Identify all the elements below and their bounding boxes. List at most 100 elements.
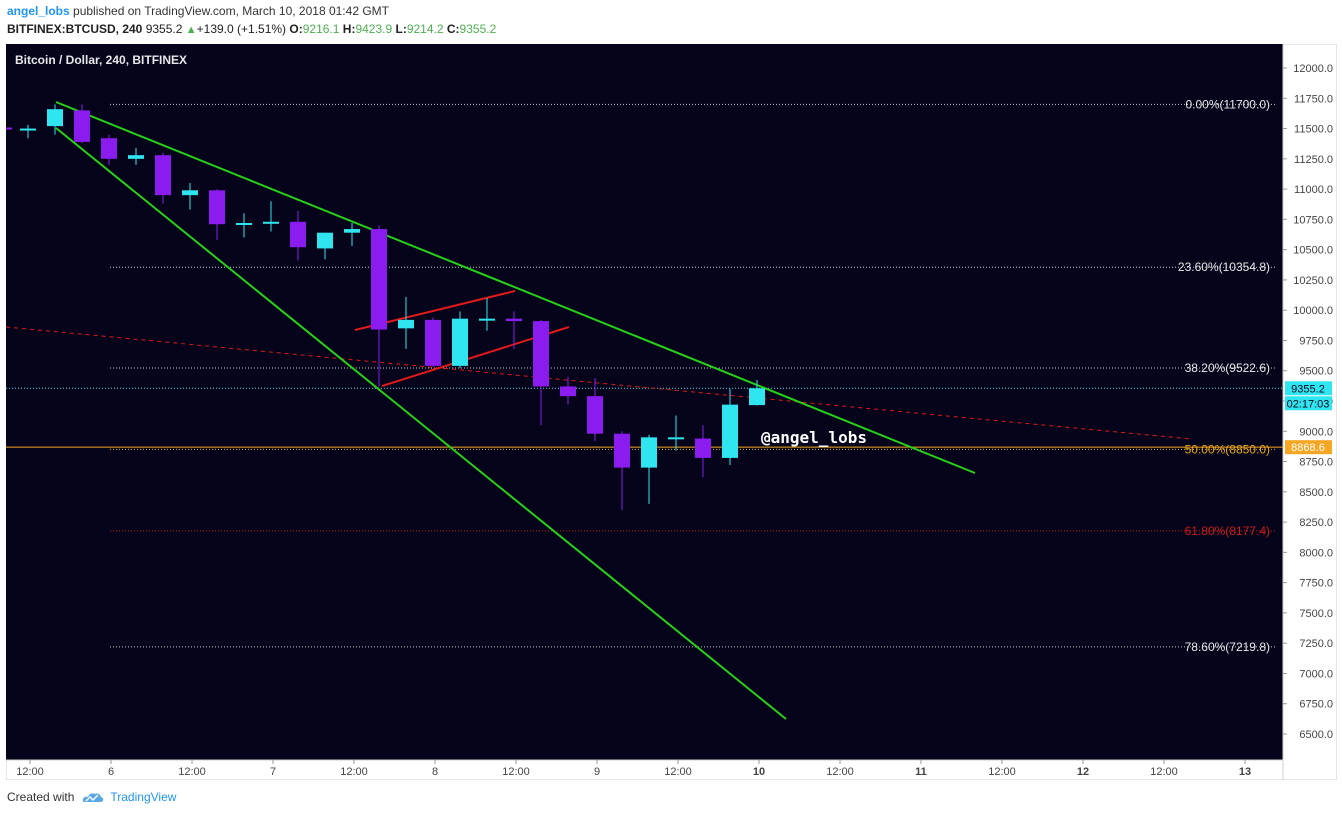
candle-body bbox=[74, 110, 90, 142]
last-price: 9355.2 bbox=[145, 22, 183, 36]
y-tick-label: 6500.0 bbox=[1299, 729, 1333, 741]
candle-body bbox=[533, 321, 549, 387]
low-value: 9214.2 bbox=[406, 22, 444, 36]
candle-body bbox=[263, 221, 279, 224]
open-label: O: bbox=[289, 22, 303, 36]
y-tick-label: 7500.0 bbox=[1299, 608, 1333, 620]
watermark-annotation: @angel_lobs bbox=[761, 428, 867, 447]
plot-area[interactable] bbox=[6, 44, 1283, 760]
axis-labels: 12000.011750.011500.011250.011000.010750… bbox=[16, 63, 1333, 778]
candle-body bbox=[155, 155, 171, 196]
low-label: L: bbox=[395, 22, 407, 36]
x-tick-label: 12:00 bbox=[340, 766, 368, 778]
candle-body bbox=[506, 318, 522, 322]
candle-body bbox=[425, 319, 441, 366]
created-with-label: Created with bbox=[7, 790, 75, 804]
x-tick-label: 11 bbox=[915, 766, 927, 778]
candle-body bbox=[695, 438, 711, 458]
y-tick-label: 7250.0 bbox=[1299, 638, 1333, 650]
x-tick-label: 12:00 bbox=[664, 766, 692, 778]
y-tick-label: 9000.0 bbox=[1299, 426, 1333, 438]
countdown-tag bbox=[1285, 396, 1332, 411]
open-value: 9216.1 bbox=[302, 22, 340, 36]
candle-body bbox=[101, 138, 117, 159]
wedge-lower-line bbox=[55, 127, 787, 720]
y-tick-label: 11500.0 bbox=[1294, 124, 1333, 136]
up-arrow-icon: ▲ bbox=[185, 24, 197, 36]
candle-body bbox=[236, 222, 252, 225]
footer: Created with TradingView bbox=[7, 790, 176, 804]
candle-body bbox=[587, 396, 603, 434]
current-price-tag-label: 9355.2 bbox=[1291, 383, 1325, 395]
dashed-trend-line bbox=[6, 326, 1192, 440]
x-tick-label: 12 bbox=[1077, 766, 1089, 778]
x-tick-label: 12:00 bbox=[826, 766, 854, 778]
y-tick-label: 10000.0 bbox=[1293, 305, 1333, 317]
x-tick-label: 12:00 bbox=[178, 766, 206, 778]
candle-body bbox=[371, 229, 387, 330]
chart-title: Bitcoin / Dollar, 240, BITFINEX bbox=[15, 53, 187, 67]
fib-level-label: 61.80%(8177.4) bbox=[1185, 524, 1270, 538]
y-tick-label: 10250.0 bbox=[1293, 275, 1333, 287]
symbol-header: BITFINEX:BTCUSD, 240 9355.2 ▲+139.0 (+1.… bbox=[7, 22, 496, 36]
x-tick-label: 10 bbox=[753, 766, 765, 778]
y-tick-label: 10750.0 bbox=[1293, 214, 1333, 226]
candle-body bbox=[641, 437, 657, 468]
candle-body bbox=[398, 319, 414, 329]
x-tick-label: 12:00 bbox=[1150, 766, 1178, 778]
x-tick-label: 9 bbox=[594, 766, 600, 778]
x-tick-label: 13 bbox=[1239, 766, 1251, 778]
y-tick-label: 8750.0 bbox=[1299, 457, 1333, 469]
fib-level-label: 0.00%(11700.0) bbox=[1185, 97, 1270, 111]
y-tick-label: 11250.0 bbox=[1294, 154, 1333, 166]
candle-body bbox=[209, 190, 225, 225]
x-tick-label: 8 bbox=[432, 766, 438, 778]
y-tick-label: 9750.0 bbox=[1299, 335, 1333, 347]
price-chart[interactable]: 0.00%(11700.0) 23.60%(10354.8) 38.20%(9522… bbox=[6, 44, 1337, 780]
candle-body bbox=[614, 433, 630, 468]
y-tick-label: 8250.0 bbox=[1299, 517, 1333, 529]
fib-level-label: 78.60%(7219.8) bbox=[1185, 640, 1270, 654]
fib-level-label: 50.00%(8850.0) bbox=[1185, 442, 1270, 456]
candle-body bbox=[560, 386, 576, 397]
candle-body bbox=[668, 437, 684, 440]
fibonacci-retracement[interactable]: 0.00%(11700.0) 23.60%(10354.8) 38.20%(9522… bbox=[110, 97, 1276, 654]
countdown-tag-label: 02:17:03 bbox=[1287, 398, 1330, 410]
x-tick-label: 12:00 bbox=[502, 766, 530, 778]
price-change: +139.0 (+1.51%) bbox=[196, 22, 287, 36]
high-value: 9423.9 bbox=[355, 22, 393, 36]
y-tick-label: 9500.0 bbox=[1299, 366, 1333, 378]
published-text: published on TradingView.com, March 10, … bbox=[69, 4, 389, 18]
candle-body bbox=[20, 128, 36, 131]
y-tick-label: 10500.0 bbox=[1293, 245, 1333, 257]
candle-body bbox=[47, 109, 63, 127]
wedge-upper-line bbox=[55, 101, 976, 474]
y-tick-label: 8500.0 bbox=[1299, 487, 1333, 499]
publish-header: angel_lobs published on TradingView.com,… bbox=[7, 4, 389, 18]
candles bbox=[6, 104, 765, 510]
time-axis[interactable] bbox=[6, 759, 1284, 780]
y-tick-label: 11750.0 bbox=[1294, 93, 1333, 105]
y-tick-label: 7000.0 bbox=[1299, 668, 1333, 680]
candle-body bbox=[290, 221, 306, 248]
y-tick-label: 8000.0 bbox=[1299, 547, 1333, 559]
high-label: H: bbox=[342, 22, 356, 36]
author-link[interactable]: angel_lobs bbox=[7, 4, 70, 18]
candle-body bbox=[479, 318, 495, 321]
symbol-label: BITFINEX:BTCUSD, 240 bbox=[7, 22, 143, 36]
candle-body bbox=[452, 318, 468, 366]
x-tick-label: 12:00 bbox=[988, 766, 1016, 778]
candle-body bbox=[182, 190, 198, 196]
close-value: 9355.2 bbox=[459, 22, 497, 36]
y-tick-label: 11000.0 bbox=[1294, 184, 1333, 196]
candle-body bbox=[344, 229, 360, 233]
y-tick-label: 6750.0 bbox=[1299, 699, 1333, 711]
y-tick-label: 12000.0 bbox=[1293, 63, 1333, 75]
candle-body bbox=[722, 404, 738, 458]
fib-level-label: 23.60%(10354.8) bbox=[1178, 260, 1270, 274]
fib-level-label: 38.20%(9522.6) bbox=[1185, 361, 1270, 375]
orange-price-tag bbox=[1285, 440, 1332, 455]
tradingview-link[interactable]: TradingView bbox=[110, 790, 177, 804]
price-axis[interactable] bbox=[1282, 44, 1337, 780]
x-tick-label: 7 bbox=[270, 766, 276, 778]
